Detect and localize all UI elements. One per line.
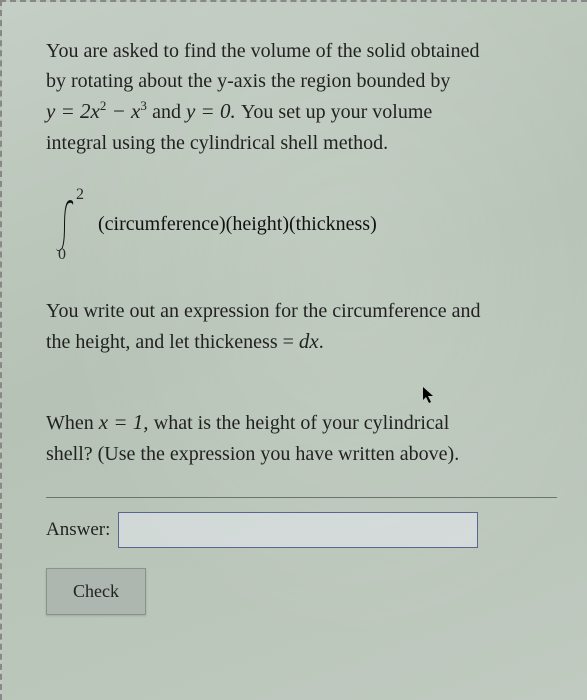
- answer-row: Answer:: [46, 512, 557, 548]
- problem-statement: You are asked to find the volume of the …: [46, 36, 557, 158]
- problem-line1: You are asked to find the volume of the …: [46, 40, 479, 62]
- question-eq-one: = 1,: [108, 410, 154, 434]
- question-line1-suffix: what is the height of your cylindrical: [154, 412, 449, 434]
- question-text: When x = 1, what is the height of your c…: [46, 407, 557, 469]
- question-line1-prefix: When: [46, 412, 99, 434]
- answer-input[interactable]: [118, 512, 478, 548]
- instruction-dx: dx: [299, 329, 319, 353]
- problem-line2: by rotating about the y-axis the region …: [46, 70, 450, 92]
- integral-symbol: 2 0: [54, 190, 88, 260]
- eq-eq: =: [55, 99, 80, 123]
- eq-x1: x: [91, 99, 100, 123]
- question-line2: shell? (Use the expression you have writ…: [46, 443, 459, 465]
- integral-body: (circumference)(height)(thickness): [98, 213, 377, 236]
- eq-two: 2: [80, 99, 91, 123]
- problem-line4: integral using the cylindrical shell met…: [46, 132, 388, 154]
- problem-line3-suffix: You set up your volume: [241, 101, 432, 123]
- answer-label: Answer:: [46, 519, 110, 541]
- instruction-line1: You write out an expression for the circ…: [46, 300, 481, 322]
- divider: [46, 497, 557, 498]
- eq-x2: x: [131, 99, 140, 123]
- integral-upper: 2: [76, 186, 84, 204]
- eq-y2: y: [186, 99, 195, 123]
- eq-sup3: 3: [140, 98, 147, 113]
- eq-y: y: [46, 99, 55, 123]
- question-x: x: [99, 410, 108, 434]
- eq-minus: −: [106, 99, 131, 123]
- eq-zero: = 0.: [195, 99, 241, 123]
- integral-lower: 0: [58, 246, 66, 264]
- check-button[interactable]: Check: [46, 568, 146, 615]
- problem-line3-mid: and: [152, 101, 186, 123]
- instruction-line2-suffix: .: [319, 331, 324, 353]
- instruction-text: You write out an expression for the circ…: [46, 296, 557, 358]
- cursor-icon: [421, 385, 435, 412]
- instruction-line2-prefix: the height, and let thickeness =: [46, 331, 299, 353]
- integral-expression: 2 0 (circumference)(height)(thickness): [54, 190, 557, 260]
